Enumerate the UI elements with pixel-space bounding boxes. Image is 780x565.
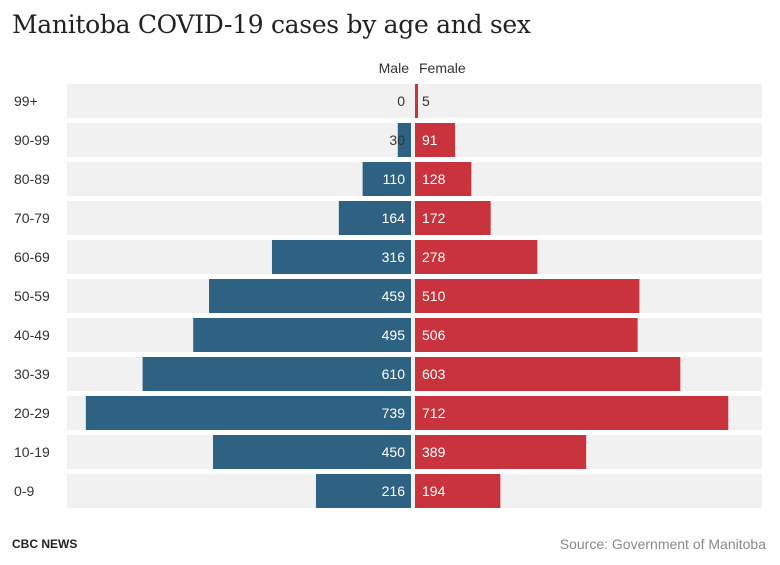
brand-label: CBC NEWS <box>12 537 78 551</box>
bar-female <box>415 240 538 274</box>
bar-female <box>415 474 501 508</box>
bar-female <box>415 435 587 469</box>
bar-male <box>315 474 411 508</box>
value-label-female: 278 <box>422 249 446 265</box>
value-label-male: 739 <box>382 405 406 421</box>
value-label-female: 712 <box>422 405 446 421</box>
row-background <box>67 435 762 469</box>
value-label-female: 5 <box>422 93 430 109</box>
bar-male <box>209 279 411 313</box>
value-label-male: 30 <box>389 132 405 148</box>
value-label-female: 91 <box>422 132 438 148</box>
age-label: 0-9 <box>14 483 34 499</box>
value-label-male: 164 <box>382 210 406 226</box>
bar-female <box>415 123 456 157</box>
bar-female <box>415 396 729 430</box>
bar-male <box>142 357 411 391</box>
legend-male: Male <box>379 60 410 76</box>
population-pyramid-chart: Male Female 99+ 0 5 90-99 30 91 80-89 110 128 70-79… <box>14 60 762 508</box>
row-background <box>67 240 762 274</box>
value-label-male: 450 <box>382 444 406 460</box>
bar-female <box>415 357 681 391</box>
row-background <box>67 474 762 508</box>
bar-female <box>415 318 638 352</box>
value-label-male: 459 <box>382 288 406 304</box>
age-label: 20-29 <box>14 405 50 421</box>
age-label: 99+ <box>14 93 38 109</box>
row-background <box>67 201 762 235</box>
bar-female <box>415 84 418 118</box>
age-label: 10-19 <box>14 444 50 460</box>
bar-male <box>213 435 411 469</box>
age-label: 80-89 <box>14 171 50 187</box>
bar-male <box>362 162 411 196</box>
value-label-female: 128 <box>422 171 446 187</box>
row-background <box>67 123 762 157</box>
age-label: 40-49 <box>14 327 50 343</box>
age-label: 60-69 <box>14 249 50 265</box>
value-label-male: 610 <box>382 366 406 382</box>
value-label-female: 194 <box>422 483 446 499</box>
age-label: 50-59 <box>14 288 50 304</box>
age-label: 70-79 <box>14 210 50 226</box>
bar-female <box>415 201 491 235</box>
value-label-male: 216 <box>382 483 406 499</box>
row-background <box>67 279 762 313</box>
value-label-male: 110 <box>383 171 406 187</box>
row-background <box>67 84 762 118</box>
age-label: 90-99 <box>14 132 50 148</box>
bar-female <box>415 279 640 313</box>
bar-male <box>397 123 411 157</box>
value-label-female: 506 <box>422 327 446 343</box>
source-label: Source: Government of Manitoba <box>559 536 766 552</box>
value-label-male: 316 <box>382 249 406 265</box>
row-background <box>67 162 762 196</box>
value-label-male: 495 <box>382 327 406 343</box>
age-label: 30-39 <box>14 366 50 382</box>
value-label-male: 0 <box>397 93 405 109</box>
value-label-female: 389 <box>422 444 446 460</box>
bar-male <box>85 396 411 430</box>
bar-male <box>193 318 411 352</box>
bar-male <box>338 201 411 235</box>
bar-female <box>415 162 472 196</box>
value-label-female: 603 <box>422 366 446 382</box>
bar-male <box>271 240 411 274</box>
row-background <box>67 318 762 352</box>
value-label-female: 510 <box>422 288 446 304</box>
legend-female: Female <box>419 60 466 76</box>
value-label-female: 172 <box>422 210 446 226</box>
chart-title: Manitoba COVID-19 cases by age and sex <box>12 10 531 39</box>
